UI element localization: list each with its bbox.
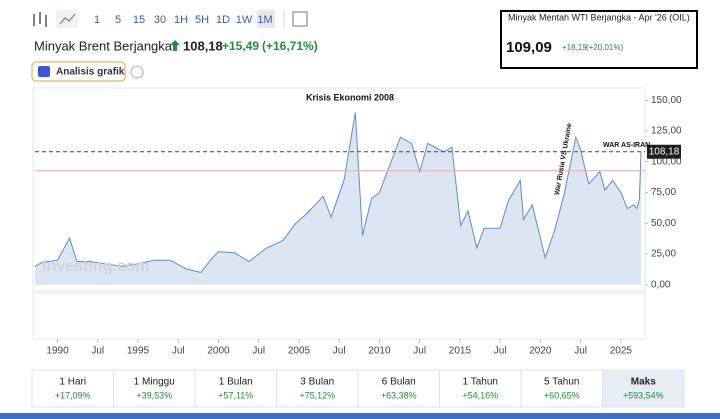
range-button[interactable]: 1M <box>257 14 272 26</box>
period-tab[interactable] <box>194 369 277 408</box>
period-tab[interactable] <box>520 369 603 408</box>
plot-frame <box>32 87 646 292</box>
period-change: +593,54% <box>623 390 664 400</box>
x-tick-label: Jul <box>413 346 426 357</box>
x-tick-label: Jul <box>172 346 185 357</box>
inset-price: 109,09 <box>506 39 552 56</box>
y-tick-label: 125,00 <box>651 126 682 137</box>
period-change: +39,53% <box>136 390 172 400</box>
x-tick-label: Jul <box>574 346 587 357</box>
price-line <box>34 112 642 274</box>
y-tick-label: 50,00 <box>651 218 676 229</box>
x-tick-label: 2010 <box>368 346 391 357</box>
x-tick-label: 2025 <box>610 346 633 357</box>
period-label: 6 Bulan <box>382 377 416 388</box>
y-tick-label: 150,00 <box>651 95 682 106</box>
inset-change-pct: (+20,01%) <box>586 43 623 52</box>
x-tick-label: Jul <box>91 346 104 357</box>
indicator-icon[interactable] <box>292 11 308 27</box>
inset-title: Minyak Mentah WTI Berjangka - Apr '26 (O… <box>508 12 690 22</box>
last-price-box <box>647 144 681 159</box>
period-label: 1 Tahun <box>463 377 498 388</box>
analysis-label: Analisis grafik <box>56 67 125 78</box>
y-tick-label: 100,00 <box>651 156 682 167</box>
inset-change: +18,19 <box>562 43 587 52</box>
x-tick-label: 1990 <box>46 346 69 357</box>
period-label: 5 Tahun <box>544 377 579 388</box>
x-tick-label: Jul <box>494 346 507 357</box>
period-tab[interactable] <box>439 369 522 408</box>
period-change: +54,16% <box>462 390 498 400</box>
range-button[interactable]: 1 <box>94 14 100 26</box>
period-tab[interactable] <box>113 369 196 408</box>
last-price-label: 108,18 <box>649 146 680 157</box>
y-tick-label: 0,00 <box>651 279 671 290</box>
period-change: +63,38% <box>381 390 417 400</box>
change: +15,49 <box>222 39 259 53</box>
period-change: +75,12% <box>299 390 335 400</box>
range-button[interactable]: 15 <box>133 14 145 26</box>
period-label: Maks <box>631 377 656 388</box>
range-button[interactable]: 1H <box>174 14 188 26</box>
price: 108,18 <box>183 38 223 53</box>
period-tab[interactable] <box>276 369 359 408</box>
period-tab[interactable] <box>602 369 685 408</box>
period-change: +17,09% <box>55 390 91 400</box>
analysis-button[interactable] <box>31 61 126 82</box>
candle-icon[interactable] <box>33 12 47 27</box>
y-tick-label: 25,00 <box>651 249 676 260</box>
info-icon[interactable] <box>130 65 144 79</box>
up-arrow <box>170 40 180 51</box>
x-tick-label: 1995 <box>127 346 150 357</box>
range-button[interactable]: 30 <box>154 14 166 26</box>
period-tab[interactable] <box>31 369 114 408</box>
y-tick-label: 75,00 <box>651 187 676 198</box>
x-tick-label: 2005 <box>288 346 311 357</box>
annotation: Krisis Ekonomi 2008 <box>306 92 394 102</box>
period-tab[interactable] <box>357 369 440 408</box>
watermark: Investing.com <box>42 258 150 275</box>
range-button[interactable]: 1D <box>216 14 230 26</box>
range-button[interactable]: 5 <box>115 14 121 26</box>
change-pct: (+16,71%) <box>262 39 318 53</box>
active-range-bg <box>257 10 275 28</box>
inset-box <box>500 10 698 69</box>
bottom-bar <box>0 413 720 419</box>
period-label: 3 Bulan <box>300 377 334 388</box>
x-tick-label: 2020 <box>529 346 552 357</box>
line-icon-glyph <box>59 13 76 25</box>
annotation: WAR AS-IRAN <box>603 142 650 149</box>
range-button[interactable]: 1W <box>236 14 253 26</box>
x-tick-label: 2015 <box>449 346 472 357</box>
period-change: +57,11% <box>218 390 253 400</box>
x-tick-label: Jul <box>252 346 265 357</box>
x-tick-label: Jul <box>333 346 346 357</box>
period-change: +60,65% <box>544 390 580 400</box>
period-label: 1 Minggu <box>134 377 175 388</box>
range-button[interactable]: 5H <box>195 14 209 26</box>
ai-icon <box>38 66 50 77</box>
period-label: 1 Bulan <box>219 377 253 388</box>
period-label: 1 Hari <box>59 377 86 388</box>
instrument-title: Minyak Brent Berjangka <box>34 38 173 53</box>
x-tick-label: 2000 <box>207 346 230 357</box>
